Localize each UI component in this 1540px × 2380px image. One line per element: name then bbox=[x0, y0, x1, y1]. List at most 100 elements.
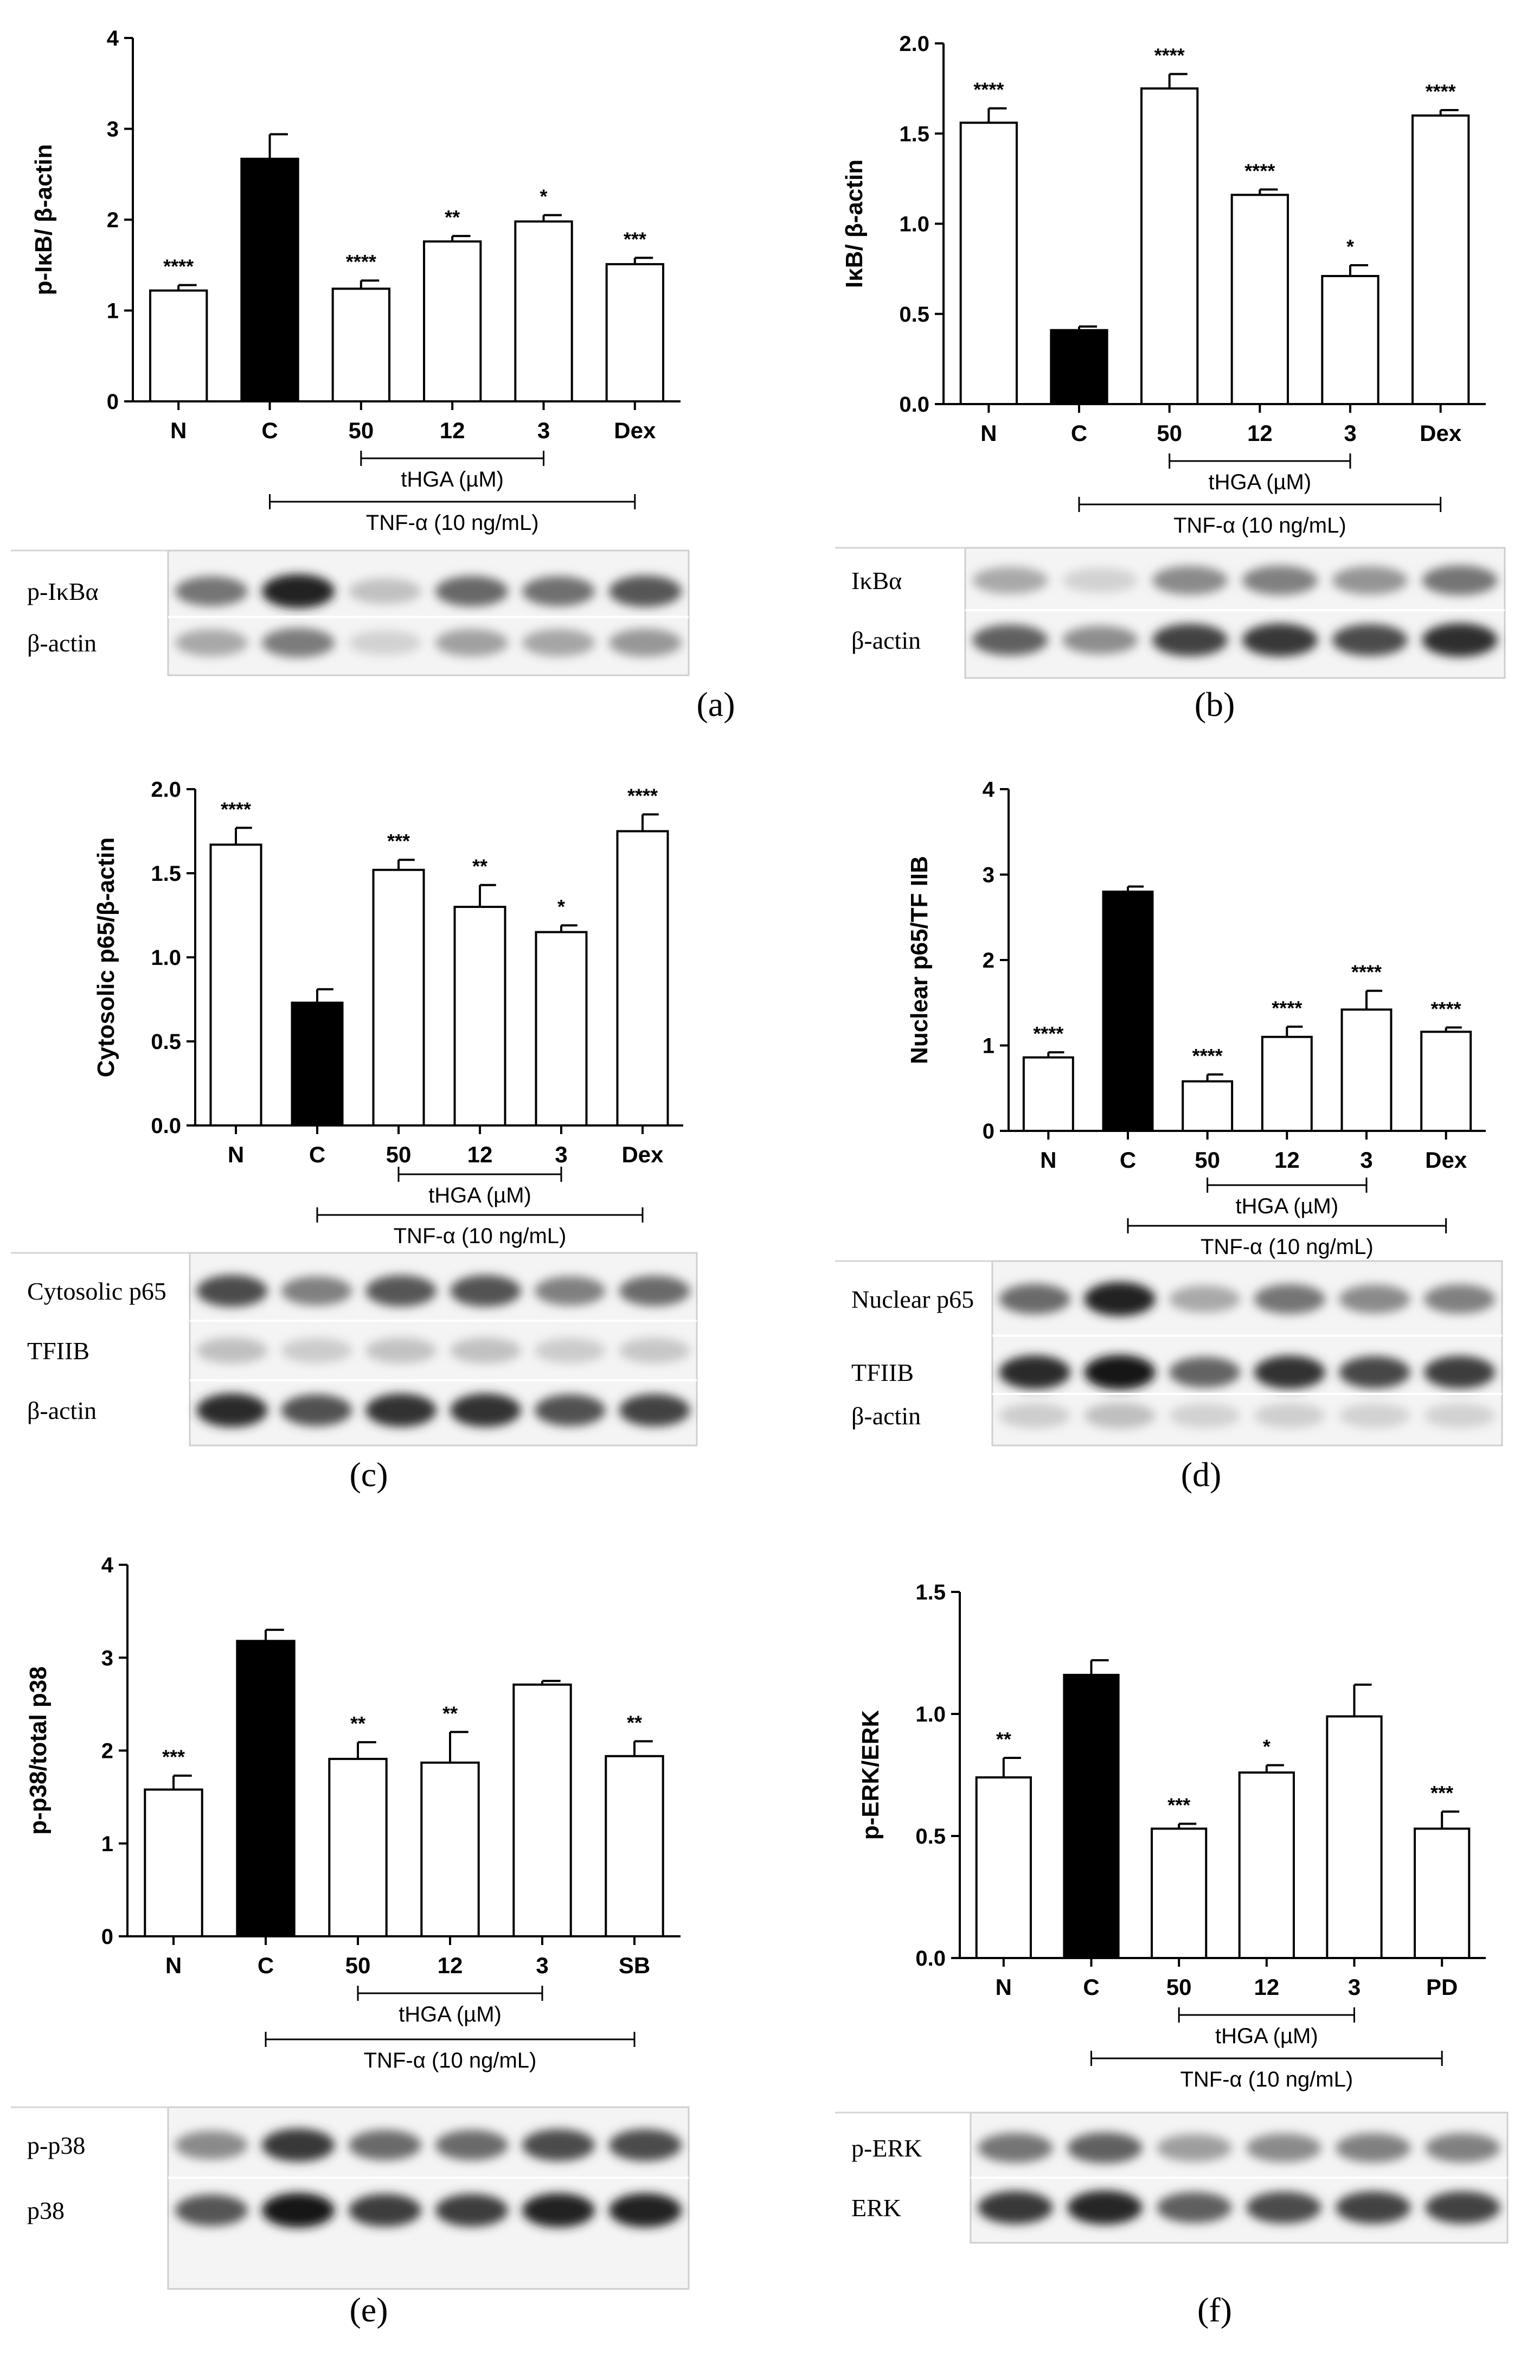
panel-caption: (a) bbox=[696, 685, 735, 724]
panel-caption: (d) bbox=[1181, 1455, 1222, 1494]
blot-band bbox=[1339, 1403, 1410, 1428]
panel-caption: (e) bbox=[349, 2291, 388, 2329]
blot-band bbox=[619, 1276, 690, 1306]
blot-band bbox=[1422, 565, 1498, 596]
significance-label: ** bbox=[442, 1702, 458, 1724]
bar bbox=[1102, 891, 1154, 1132]
blot-band bbox=[365, 1338, 437, 1364]
blot-band bbox=[348, 2193, 422, 2227]
significance-label: * bbox=[557, 895, 565, 918]
y-tick-label: 1 bbox=[101, 1832, 113, 1856]
blot-background bbox=[189, 1252, 698, 1447]
y-tick-label: 1.5 bbox=[151, 862, 181, 886]
bar bbox=[605, 1755, 664, 1937]
bar bbox=[512, 1683, 572, 1938]
blot-band bbox=[1254, 1355, 1326, 1389]
blot-band bbox=[1084, 1355, 1156, 1390]
blot-band bbox=[1062, 625, 1138, 655]
y-tick-label: 4 bbox=[983, 778, 995, 802]
blot-band bbox=[196, 1338, 268, 1364]
blot-band bbox=[1339, 1356, 1410, 1389]
blot-row-label: IκBα bbox=[851, 567, 902, 594]
bar bbox=[1063, 1674, 1120, 1959]
blot-band bbox=[972, 567, 1048, 594]
blot-band bbox=[978, 2133, 1053, 2163]
blot-band bbox=[999, 1284, 1071, 1314]
group-bracket-label: tHGA (µM) bbox=[399, 2002, 502, 2026]
blot-background bbox=[167, 549, 690, 676]
bar bbox=[144, 1788, 203, 1938]
category-label: 12 bbox=[1274, 1147, 1300, 1173]
y-tick-label: 0 bbox=[107, 390, 119, 414]
western-blot: Nuclear p65 TFIIB β-actin bbox=[835, 1260, 1503, 1447]
blot-band bbox=[1169, 1403, 1241, 1428]
treatment-bracket-label: TNF-α (10 ng/mL) bbox=[1173, 514, 1346, 538]
y-axis-title: p-ERK/ERK bbox=[857, 1710, 884, 1840]
significance-label: *** bbox=[162, 1746, 185, 1768]
category-label: 12 bbox=[1247, 420, 1273, 446]
significance-label: **** bbox=[1272, 997, 1302, 1019]
blot-band bbox=[175, 576, 248, 606]
blot-background bbox=[964, 547, 1506, 679]
y-tick-label: 1.5 bbox=[899, 122, 929, 146]
bar bbox=[1326, 1715, 1383, 1959]
y-axis-title: p-IκB/ β-actin bbox=[30, 144, 57, 296]
blot-band bbox=[978, 2191, 1053, 2224]
bar bbox=[328, 1757, 388, 1938]
y-tick-label: 3 bbox=[983, 863, 994, 887]
blot-band bbox=[1067, 2132, 1143, 2164]
blot-band bbox=[1067, 2190, 1143, 2225]
blot-band bbox=[348, 630, 422, 655]
y-tick-label: 2 bbox=[107, 208, 119, 232]
bar bbox=[605, 263, 665, 403]
blot-band bbox=[261, 2193, 335, 2228]
category-label: C bbox=[1083, 1974, 1099, 2000]
significance-label: *** bbox=[1430, 1782, 1453, 1804]
y-axis-title: p-p38/total p38 bbox=[25, 1666, 52, 1835]
y-tick-label: 1.0 bbox=[899, 213, 929, 236]
western-blot: p-IκBα β-actin bbox=[11, 549, 690, 676]
y-tick-label: 2 bbox=[101, 1739, 113, 1763]
category-label: 12 bbox=[467, 1142, 493, 1167]
panel-caption: (c) bbox=[349, 1455, 388, 1494]
bar bbox=[959, 121, 1018, 406]
category-label: N bbox=[165, 1953, 182, 1978]
blot-band bbox=[1425, 2191, 1500, 2224]
blot-band bbox=[281, 1394, 352, 1426]
blot-band bbox=[450, 1275, 521, 1307]
blot-band bbox=[1242, 623, 1318, 657]
blot-band bbox=[196, 1275, 268, 1307]
blot-row-label: p38 bbox=[27, 2197, 65, 2224]
blot-band bbox=[1423, 1284, 1496, 1314]
blot-band bbox=[175, 2131, 248, 2160]
blot-band bbox=[365, 1393, 437, 1427]
y-tick-label: 1.5 bbox=[915, 1581, 946, 1604]
category-label: 3 bbox=[1360, 1147, 1372, 1173]
category-label: 12 bbox=[438, 1953, 463, 1978]
blot-band bbox=[522, 2193, 595, 2228]
blot-band bbox=[348, 2130, 422, 2160]
blot-band bbox=[365, 1275, 437, 1307]
blot-band bbox=[534, 1338, 606, 1364]
blot-band bbox=[1062, 568, 1138, 593]
blot-background bbox=[167, 2106, 690, 2290]
y-tick-label: 2.0 bbox=[899, 32, 929, 56]
category-label: 50 bbox=[1195, 1147, 1220, 1173]
blot-band bbox=[435, 2193, 509, 2227]
panel-f: 0.0 0.5 1.0 1.5 p-ERK/ERK ** N C *** 50 * 12 3 *** PD t… bbox=[835, 1581, 1509, 2329]
blot-band bbox=[1339, 1284, 1410, 1314]
significance-label: *** bbox=[387, 830, 410, 852]
category-label: Dex bbox=[614, 418, 656, 443]
significance-label: *** bbox=[1167, 1794, 1190, 1816]
group-bracket-label: tHGA (µM) bbox=[1208, 470, 1311, 494]
group-bracket-label: tHGA (µM) bbox=[428, 1183, 531, 1207]
treatment-bracket-label: TNF-α (10 ng/mL) bbox=[394, 1224, 567, 1248]
significance-label: ** bbox=[472, 855, 487, 878]
category-label: 3 bbox=[555, 1142, 567, 1167]
blot-band bbox=[1152, 624, 1228, 656]
significance-label: **** bbox=[1244, 159, 1275, 182]
significance-label: ** bbox=[627, 1711, 642, 1733]
